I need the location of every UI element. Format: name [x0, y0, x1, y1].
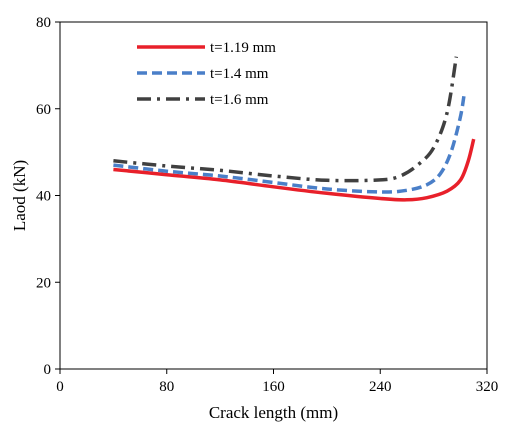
x-tick-label: 320: [476, 379, 499, 395]
legend-label-2: t=1.4 mm: [210, 66, 269, 82]
legend-label-1: t=1.19 mm: [210, 40, 276, 56]
y-axis-title: Laod (kN): [10, 160, 29, 231]
y-tick-label: 40: [36, 189, 51, 205]
plot-frame: [59, 21, 488, 370]
x-tick-label: 160: [262, 379, 285, 395]
x-tick-label: 240: [369, 379, 392, 395]
legend-label-3: t=1.6 mm: [210, 92, 269, 108]
series-line-3: [113, 56, 459, 183]
y-tick-label: 0: [44, 362, 52, 378]
x-tick-label: 0: [56, 379, 64, 395]
series-line-2: [113, 93, 467, 194]
series-line-1: [113, 138, 476, 202]
x-tick-label: 80: [159, 379, 174, 395]
series-layer: [113, 56, 476, 202]
x-axis-title: Crack length (mm): [209, 403, 338, 422]
y-tick-label: 60: [36, 102, 51, 118]
y-tick-label: 80: [36, 15, 51, 31]
plot-area: [59, 21, 488, 370]
legend: t=1.19 mm t=1.4 mm t=1.6 mm: [137, 40, 276, 108]
y-tick-label: 20: [36, 275, 51, 291]
axis-ticks: 0 80 160 240 320 0 20 40 60 80: [36, 15, 498, 395]
